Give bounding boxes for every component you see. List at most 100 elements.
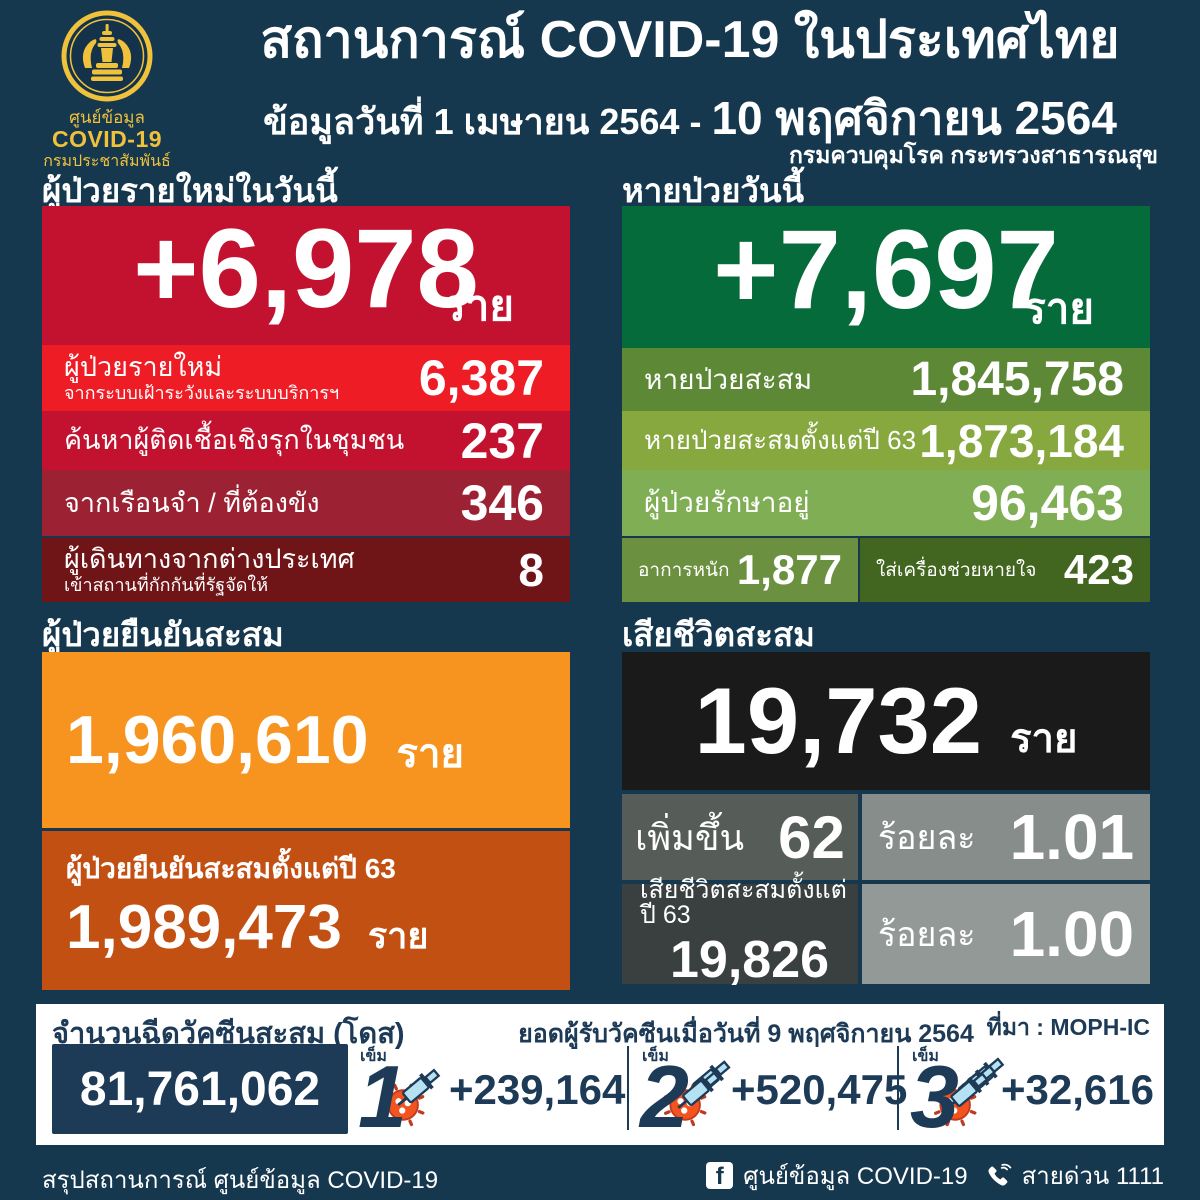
row-value: 96,463 <box>971 475 1124 531</box>
row-value: 6,387 <box>418 350 544 406</box>
vaccine-total: 81,761,062 <box>79 1062 321 1116</box>
dose-divider <box>627 1046 629 1130</box>
syringe-virus-icon-1 <box>381 1057 453 1134</box>
dose3-group: เข็ม 3 <box>910 1042 1154 1146</box>
section-title-cumulative: ผู้ป่วยยืนยันสะสม <box>42 616 284 653</box>
dose1-needle-label: เข็ม <box>360 1047 387 1065</box>
dose3-needle-label: เข็ม <box>912 1047 939 1065</box>
recovered-row-cumulative: หายป่วยสะสม 1,845,758 <box>622 348 1150 411</box>
ventilator-cell: ใส่เครื่องช่วยหายใจ 423 <box>860 538 1150 602</box>
logo-text-line1: ศูนย์ข้อมูล <box>69 107 145 127</box>
recovered-row-since63: หายป่วยสะสมตั้งแต่ปี 63 1,873,184 <box>622 411 1150 470</box>
row-value: 8 <box>518 544 544 596</box>
deaths-unit: ราย <box>1010 717 1078 761</box>
phone-icon <box>988 1163 1011 1185</box>
row-label: ผู้เดินทางจากต่างประเทศ <box>64 543 355 574</box>
deaths-total: 19,732 <box>694 668 983 773</box>
recovered-severe-row: อาการหนัก 1,877 ใส่เครื่องช่วยหายใจ 423 <box>622 538 1150 602</box>
footer-contacts: f ศูนย์ข้อมูล COVID-19 สายด่วน 1111 <box>706 1156 1164 1195</box>
deaths-today-label: เพิ่มขึ้น <box>635 816 745 858</box>
severe-label: อาการหนัก <box>638 560 730 581</box>
rate-value: 1.00 <box>1009 898 1135 970</box>
syringe-virus-icon-2 <box>663 1057 735 1134</box>
dose3-value: +32,616 <box>1000 1066 1154 1113</box>
dose2-value: +520,475 <box>730 1066 908 1113</box>
row-value: 237 <box>460 412 544 469</box>
severe-cases-cell: อาการหนัก 1,877 <box>622 538 858 602</box>
section-title-recovered: หายป่วยวันนี้ <box>622 172 805 209</box>
section-title-deaths: เสียชีวิตสะสม <box>622 616 815 653</box>
cumulative-unit: ราย <box>396 732 464 776</box>
rate-value: 1.01 <box>1009 801 1135 873</box>
vaccine-bar: จำนวนฉีดวัคซีนสะสม (โดส) ยอดผู้รับวัคซีน… <box>36 1004 1164 1145</box>
logo-text-line3: กรมประชาสัมพันธ์ <box>43 152 171 170</box>
date-range: ข้อมูลวันที่ 1 เมษายน 2564 - 10 พฤศจิกาย… <box>195 82 1185 155</box>
deaths-total-box: 19,732 ราย <box>622 652 1150 790</box>
rate-label: ร้อยละ <box>877 819 976 857</box>
recovered-row-in-treatment: ผู้ป่วยรักษาอยู่ 96,463 <box>622 470 1150 536</box>
deaths-since-2563-cell: เสียชีวิตสะสมตั้งแต่ปี 63 19,826 <box>622 878 858 989</box>
recovered-total: +7,697 <box>713 207 1059 332</box>
syringe-virus-icon-3 <box>933 1056 1005 1134</box>
facebook-icon: f <box>706 1162 734 1189</box>
dose2-needle-label: เข็ม <box>642 1047 669 1065</box>
new-cases-row-abroad: ผู้เดินทางจากต่างประเทศ เข้าสถานที่กักกั… <box>42 538 570 602</box>
vaccine-daily-title: ยอดผู้รับวัคซีนเมื่อวันที่ 9 พฤศจิกายน 2… <box>518 1020 974 1048</box>
row-label: หายป่วยสะสมตั้งแต่ปี 63 <box>644 424 917 455</box>
footer-summary-text: สรุปสถานการณ์ ศูนย์ข้อมูล COVID-19 <box>42 1167 439 1194</box>
new-cases-total: +6,978 <box>133 205 479 331</box>
deaths-today-value: 62 <box>778 803 845 871</box>
row-sublabel: จากระบบเฝ้าระวังและระบบบริการฯ <box>64 383 340 404</box>
date-range-prefix: ข้อมูลวันที่ 1 เมษายน 2564 - <box>263 101 712 142</box>
row-label: ค้นหาผู้ติดเชื้อเชิงรุกในชุมชน <box>64 425 405 456</box>
row-value: 346 <box>460 475 544 531</box>
dose3-number: 3 <box>910 1046 959 1146</box>
deaths-today-cell: เพิ่มขึ้น 62 <box>622 794 858 880</box>
row-label: ผู้ป่วยรายใหม่ <box>64 351 223 382</box>
recovered-unit: ราย <box>1023 285 1094 332</box>
new-cases-panel: +6,978 ราย ผู้ป่วยรายใหม่ จากระบบเฝ้าระว… <box>42 206 570 602</box>
deaths-rate-since-cell: ร้อยละ 1.00 <box>862 884 1150 984</box>
vaccine-total-box: 81,761,062 <box>52 1044 348 1134</box>
prd-logo-block: ศูนย์ข้อมูล COVID-19 กรมประชาสัมพันธ์ <box>28 10 186 170</box>
dose1-number: 1 <box>358 1046 407 1146</box>
dose2-number: 2 <box>640 1046 689 1146</box>
dose1-value: +239,164 <box>448 1066 626 1113</box>
government-emblem-icon <box>61 10 153 102</box>
deaths-2563-value: 19,826 <box>670 931 830 989</box>
new-cases-row-proactive: ค้นหาผู้ติดเชื้อเชิงรุกในชุมชน 237 <box>42 411 570 470</box>
cumulative-2563-unit: ราย <box>367 915 429 956</box>
new-cases-unit: ราย <box>443 282 514 329</box>
facebook-page-name: ศูนย์ข้อมูล COVID-19 <box>743 1163 968 1190</box>
row-value: 1,873,184 <box>919 414 1124 467</box>
dose1-group: เข็ม 1 <box>358 1042 626 1146</box>
deaths-detail-grid: เพิ่มขึ้น 62 ร้อยละ 1.01 เสียชีวิตสะสมตั… <box>622 794 1150 989</box>
cumulative-since-april-box: 1,960,610 ราย <box>42 652 570 828</box>
dose2-group: เข็ม 2 <box>640 1042 908 1146</box>
cumulative-value: 1,960,610 <box>66 702 369 778</box>
date-range-highlight: 10 พฤศจิกายน 2564 <box>711 92 1117 144</box>
row-label: จากเรือนจำ / ที่ต้องขัง <box>64 487 320 518</box>
row-sublabel: เข้าสถานที่กักกันที่รัฐจัดให้ <box>64 575 269 596</box>
page-title: สถานการณ์ COVID-19 ในประเทศไทย <box>260 11 1120 69</box>
row-value: 1,845,758 <box>910 353 1124 406</box>
recovered-panel: +7,697 ราย หายป่วยสะสม 1,845,758 หายป่วย… <box>622 206 1150 602</box>
agency-credit: กรมควบคุมโรค กระทรวงสาธารณสุข <box>788 142 1158 168</box>
deaths-2563-label: เสียชีวิตสะสมตั้งแต่ปี 63 <box>640 876 847 929</box>
dose-divider <box>897 1046 899 1130</box>
rate-label: ร้อยละ <box>877 916 976 954</box>
row-label: ผู้ป่วยรักษาอยู่ <box>644 487 810 519</box>
section-title-new-cases: ผู้ป่วยรายใหม่ในวันนี้ <box>42 172 338 209</box>
deaths-rate-today-cell: ร้อยละ 1.01 <box>862 794 1150 880</box>
cumulative-2563-label: ผู้ป่วยยืนยันสะสมตั้งแต่ปี 63 <box>66 853 396 884</box>
logo-text-line2: COVID-19 <box>51 126 163 153</box>
new-cases-row-prison: จากเรือนจำ / ที่ต้องขัง 346 <box>42 470 570 536</box>
cumulative-2563-value: 1,989,473 <box>66 893 342 962</box>
hotline-text: สายด่วน 1111 <box>1021 1163 1164 1190</box>
new-cases-total-box: +6,978 ราย <box>42 206 570 345</box>
vaccine-source: ที่มา : MOPH-IC <box>986 1014 1150 1040</box>
new-cases-row-surveillance: ผู้ป่วยรายใหม่ จากระบบเฝ้าระวังและระบบบร… <box>42 345 570 411</box>
ventilator-label: ใส่เครื่องช่วยหายใจ <box>876 560 1037 581</box>
ventilator-value: 423 <box>1063 546 1134 593</box>
